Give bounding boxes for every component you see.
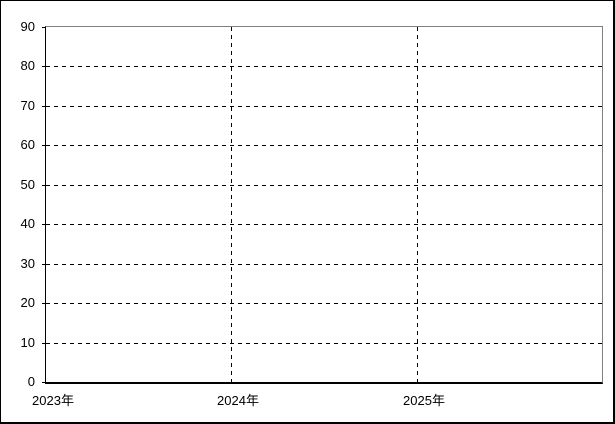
y-axis-tick-label: 10 bbox=[20, 335, 35, 350]
y-axis-tick-30 bbox=[42, 264, 46, 265]
y-axis-tick-70 bbox=[42, 106, 46, 107]
y-axis-tick-90 bbox=[42, 27, 46, 28]
y-axis-tick-label: 40 bbox=[20, 216, 35, 231]
h-gridline-80 bbox=[46, 66, 602, 67]
h-gridline-50 bbox=[46, 185, 602, 186]
y-axis-tick-label: 80 bbox=[20, 58, 35, 73]
y-axis-tick-10 bbox=[42, 343, 46, 344]
y-axis-tick-label: 50 bbox=[20, 177, 35, 192]
x-axis-tick-label: 2025年 bbox=[403, 393, 445, 408]
y-axis-tick-label: 20 bbox=[20, 295, 35, 310]
v-gridline-2024年 bbox=[231, 27, 232, 382]
y-axis-tick-label: 70 bbox=[20, 98, 35, 113]
h-gridline-10 bbox=[46, 343, 602, 344]
y-axis-tick-20 bbox=[42, 303, 46, 304]
h-gridline-30 bbox=[46, 264, 602, 265]
y-axis-tick-label: 0 bbox=[27, 374, 35, 389]
x-axis-tick-label: 2023年 bbox=[32, 393, 74, 408]
h-gridline-70 bbox=[46, 106, 602, 107]
y-axis-tick-label: 60 bbox=[20, 137, 35, 152]
h-gridline-20 bbox=[46, 303, 602, 304]
x-axis-tick-label: 2024年 bbox=[217, 393, 259, 408]
h-gridline-40 bbox=[46, 224, 602, 225]
y-axis-tick-0 bbox=[42, 382, 46, 383]
y-axis-tick-40 bbox=[42, 224, 46, 225]
plot-area bbox=[45, 26, 603, 384]
y-axis-tick-label: 30 bbox=[20, 256, 35, 271]
y-axis-tick-80 bbox=[42, 66, 46, 67]
v-gridline-2025年 bbox=[417, 27, 418, 382]
y-axis-tick-50 bbox=[42, 185, 46, 186]
y-axis-tick-label: 90 bbox=[20, 19, 35, 34]
y-axis-tick-60 bbox=[42, 145, 46, 146]
h-gridline-60 bbox=[46, 145, 602, 146]
